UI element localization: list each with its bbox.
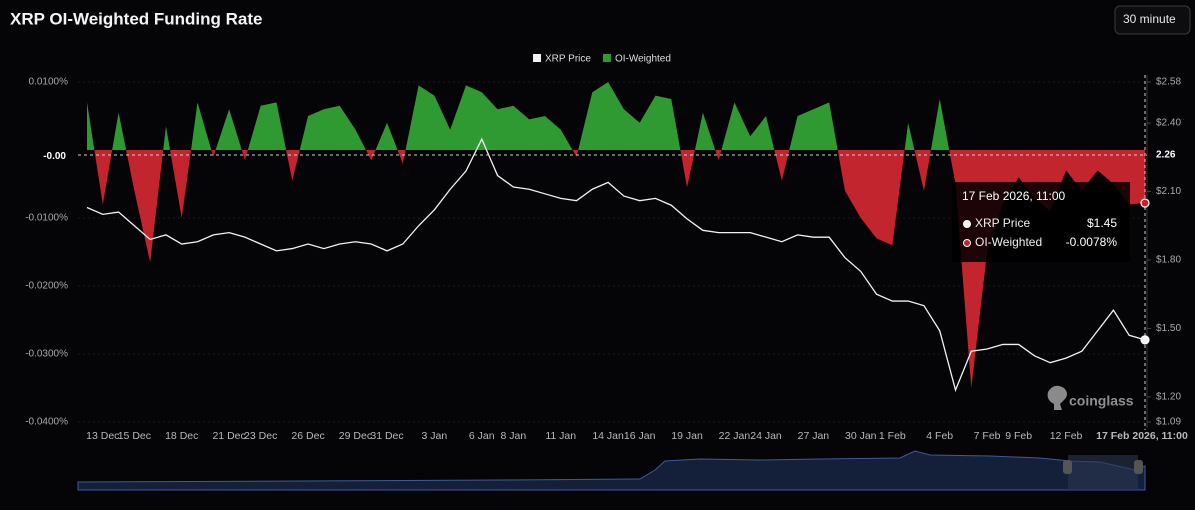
x-tick-label: 30 Jan [845,430,877,442]
x-tick-label: 24 Jan [750,430,782,442]
x-tick-label: 15 Dec [118,430,151,442]
legend-label: XRP Price [545,54,591,65]
watermark: coinglass [1047,385,1134,410]
x-tick-label: 8 Jan [501,430,527,442]
x-tick-label: 22 Jan [719,430,751,442]
x-tick-label: 21 Dec [212,430,245,442]
funding-area-negative [87,150,1145,388]
x-tick-label: 27 Jan [798,430,830,442]
chart-title: XRP OI-Weighted Funding Rate [10,9,263,28]
navigator-window[interactable] [1068,455,1138,490]
y2-tick-label: $1.80 [1156,255,1181,266]
y-tick-label: -0.0400% [25,417,68,428]
y2-tick-label: $2.10 [1156,186,1181,197]
x-tick-label: 31 Dec [370,430,403,442]
y2-tick-label: $1.20 [1156,392,1181,403]
x-tick-label: 12 Feb [1050,430,1083,442]
legend-swatch [602,54,611,62]
hover-dot [1140,198,1150,208]
x-tick-label: 6 Jan [469,430,495,442]
x-tick-label: 4 Feb [926,430,953,442]
x-tick-label: 11 Jan [545,430,576,442]
tooltip-value: $1.45 [1087,216,1117,230]
x-tick-label: 14 Jan [592,430,624,442]
y-tick-label: -0.0200% [25,281,68,292]
tooltip-title: 17 Feb 2026, 11:00 [962,189,1066,203]
x-tick-label: 29 Dec [339,430,372,442]
x-tick-label: 18 Dec [165,430,198,442]
x-tick-label: 13 Dec [86,430,119,442]
navigator-handle[interactable] [1134,460,1143,474]
x-tick-label: 16 Jan [624,430,656,442]
tooltip-box [952,182,1130,262]
navigator[interactable] [77,450,1146,492]
dropdown-label[interactable]: 30 minute [1123,12,1176,26]
hover-dot [1140,335,1150,345]
funding-area-positive [87,82,1145,150]
dropdown-box[interactable] [1114,5,1191,35]
legend-swatch [533,54,541,62]
y2-tick-label: $2.40 [1156,118,1181,129]
interval-dropdown[interactable]: 30 minute [1114,5,1191,35]
y-tick-label: 0.0100% [29,77,69,88]
x-tick-label: 1 Feb [879,430,906,442]
tooltip-dot [963,239,971,247]
watermark-text: coinglass [1069,393,1134,409]
y-tick-label: -0.0100% [25,213,68,224]
navigator-handle[interactable] [1063,460,1072,474]
x-tick-label: 9 Feb [1005,430,1032,442]
x-tick-label: 23 Dec [244,430,277,442]
x-tick-label: 3 Jan [422,430,448,442]
tooltip: 17 Feb 2026, 11:00 XRP Price $1.45 OI-Weigh… [952,182,1130,262]
tooltip-value: -0.0078% [1066,235,1118,249]
x-tick-label: 7 Feb [974,430,1001,442]
y-tick-label: -0.0300% [25,349,68,360]
watermark-logo [1047,385,1067,410]
x-tick-label: 19 Jan [671,430,703,442]
price-line [86,137,1146,393]
tooltip-dot [963,220,971,228]
y2-tick-label: $1.50 [1156,323,1181,334]
x-tick-label: 17 Feb 2026, 11:00 [1096,430,1188,442]
crosshair-y2-label: 2.26 [1156,150,1176,161]
x-tick-label: 26 Dec [291,430,324,442]
legend-label: OI-Weighted [615,54,671,65]
plot-area: -0.00 2.26 17 Feb 2026, 11:00 XRP Price $1.4… [43,75,1176,430]
y2-tick-label: $1.09 [1156,417,1181,428]
tooltip-name: XRP Price [975,216,1030,230]
y2-tick-label: $2.58 [1156,77,1181,88]
legend: XRP Price OI-Weighted [533,54,671,65]
tooltip-name: OI-Weighted [975,235,1042,249]
crosshair-y-label: -0.00 [43,151,66,162]
